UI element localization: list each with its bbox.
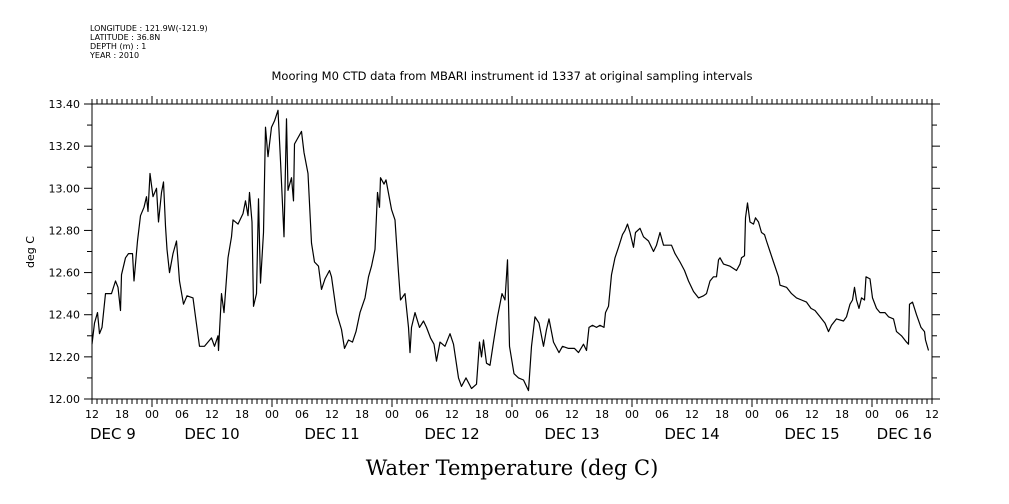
x-tick-label: 12 [565,408,579,421]
x-tick-label: 18 [475,408,489,421]
chart-title: Mooring M0 CTD data from MBARI instrumen… [272,69,753,83]
y-tick-label: 13.00 [49,182,81,195]
x-tick-label: 12 [85,408,99,421]
x-tick-label: 18 [355,408,369,421]
day-label: DEC 10 [184,425,239,443]
temperature-series-line [91,109,930,392]
x-tick-label: 06 [175,408,189,421]
y-tick-label: 13.40 [49,98,81,111]
x-tick-label: 06 [295,408,309,421]
x-tick-label: 12 [805,408,819,421]
x-tick-label: 00 [865,408,879,421]
y-tick-label: 13.20 [49,140,81,153]
y-tick-label: 12.20 [49,351,81,364]
x-tick-label: 00 [625,408,639,421]
x-tick-label: 18 [595,408,609,421]
day-label: DEC 14 [664,425,719,443]
day-label: DEC 16 [877,425,932,443]
x-tick-label: 18 [235,408,249,421]
tick-labels: 12.00 12.20 12.40 12.60 12.80 13.00 13.20 13.40… [49,98,940,443]
x-tick-label: 18 [835,408,849,421]
x-tick-label: 00 [265,408,279,421]
x-tick-label: 12 [445,408,459,421]
latitude-text: LATITUDE : 36.8N [90,33,160,42]
x-tick-label: 06 [655,408,669,421]
x-tick-label: 00 [145,408,159,421]
x-tick-label: 06 [895,408,909,421]
y-tick-label: 12.00 [49,393,81,406]
x-tick-label: 06 [775,408,789,421]
longitude-text: LONGITUDE : 121.9W(-121.9) [90,24,208,33]
y-tick-label: 12.60 [49,267,81,280]
y-tick-label: 12.80 [49,224,81,237]
day-label: DEC 12 [424,425,479,443]
day-label: DEC 11 [304,425,359,443]
x-tick-label: 12 [925,408,939,421]
day-label: DEC 13 [544,425,599,443]
x-tick-label: 06 [535,408,549,421]
x-tick-label: 00 [745,408,759,421]
y-axis-label: deg C [24,236,37,268]
x-tick-label: 12 [325,408,339,421]
x-tick-label: 12 [685,408,699,421]
x-tick-label: 00 [505,408,519,421]
metadata-header: LONGITUDE : 121.9W(-121.9) LATITUDE : 36… [89,24,208,60]
x-axis-label: Water Temperature (deg C) [366,456,659,480]
x-tick-label: 06 [415,408,429,421]
x-tick-label: 00 [385,408,399,421]
depth-text: DEPTH (m) : 1 [90,42,146,51]
x-tick-label: 18 [715,408,729,421]
axis-ticks [84,96,940,407]
plot-frame [91,103,933,400]
day-label: DEC 9 [90,425,136,443]
day-label: DEC 15 [784,425,839,443]
x-tick-label: 12 [205,408,219,421]
y-tick-label: 12.40 [49,309,81,322]
x-tick-label: 18 [115,408,129,421]
year-text: YEAR : 2010 [89,51,139,60]
